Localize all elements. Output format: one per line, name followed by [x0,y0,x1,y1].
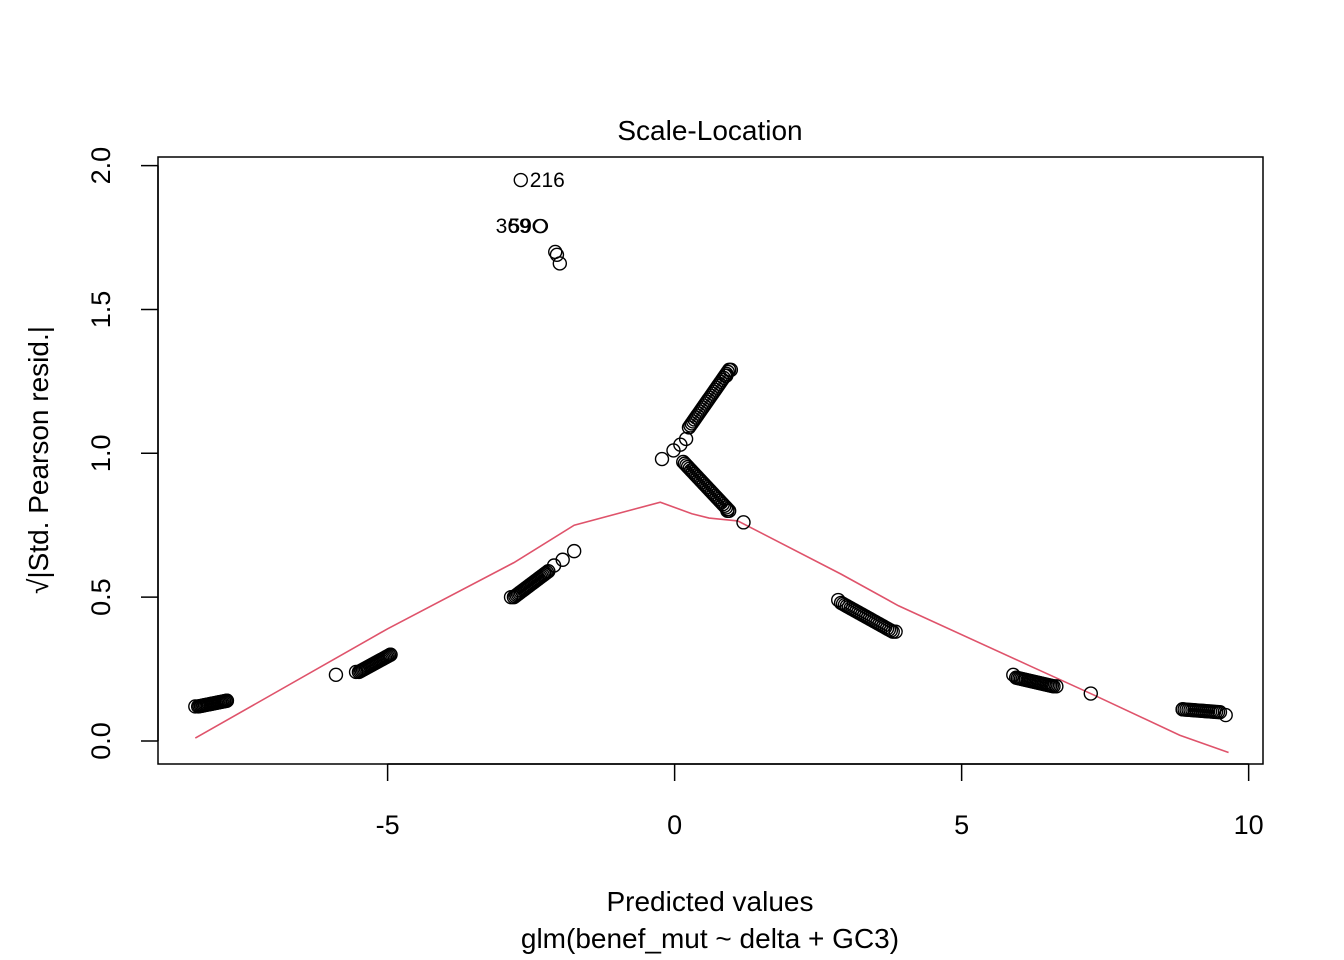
x-axis-label: Predicted values [606,886,813,917]
data-point [1175,702,1190,717]
data-point [537,567,552,582]
data-point [503,589,519,605]
data-point [532,218,547,234]
data-point [678,431,694,447]
data-point [831,592,846,608]
data-point [348,664,364,680]
y-tick-label: 1.0 [86,435,116,473]
x-tick-label: 5 [954,810,969,840]
data-point [383,647,398,662]
data-point [541,564,556,579]
y-tick-label: 2.0 [86,147,116,185]
data-point [219,693,235,708]
data-point [673,437,688,452]
data-point [888,624,903,639]
data-point [883,623,899,638]
data-point [1049,679,1064,694]
data-point [533,218,549,234]
point-label: 216 [530,169,565,192]
data-point [736,515,751,530]
data-point [719,368,734,383]
data-point [549,247,565,263]
data-point [552,256,568,271]
x-tick-label: -5 [376,810,400,840]
y-axis: 0.0 0.5 1.0 1.5 2.0 [86,147,159,760]
y-tick-label: 0.0 [86,722,116,760]
scatter-points [188,172,1233,723]
y-tick-label: 1.5 [86,291,116,329]
data-point [513,172,528,188]
x-axis: -5 0 5 10 [376,763,1264,840]
data-point [1083,686,1098,701]
smooth-trend-line [194,501,1229,754]
data-point [654,451,670,467]
data-point [555,552,570,567]
data-point [328,667,344,683]
x-tick-label: 0 [667,810,682,840]
y-tick-label: 0.5 [86,578,116,616]
point-label: 369 [496,215,531,238]
x-tick-label: 10 [1234,810,1264,840]
model-formula-subtitle: glm(benef_mut ~ delta + GC3) [521,923,899,954]
plot-frame [157,156,1264,765]
data-point [566,543,582,559]
point-label: 59 [509,215,532,238]
y-axis-label: √|Std. Pearson resid.| [23,326,54,594]
data-point [1218,707,1233,723]
data-point [538,566,553,581]
data-point [1006,667,1021,683]
chart-title: Scale-Location [617,115,802,146]
data-point [720,503,735,519]
data-point [188,699,203,714]
